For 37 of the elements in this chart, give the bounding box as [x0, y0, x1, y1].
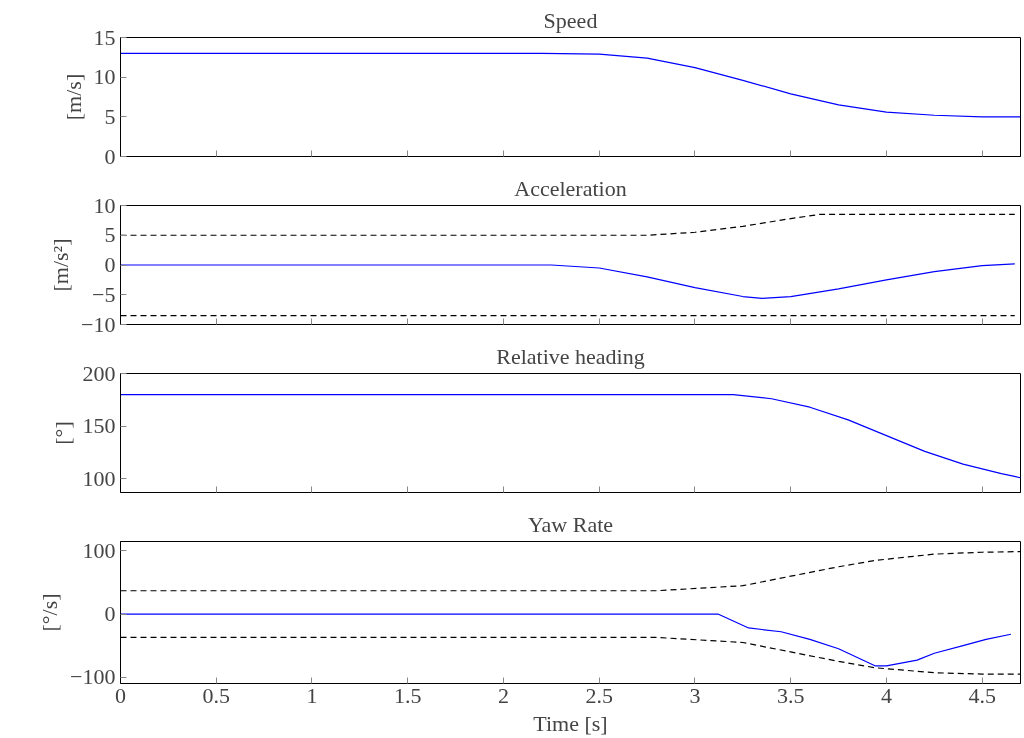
x-tick-label: 2	[497, 682, 509, 708]
y-tick-label: 15	[93, 24, 116, 50]
y-axis-title: [°/s]	[37, 593, 63, 632]
chart-title: Speed	[543, 7, 598, 33]
y-tick-label: −10	[81, 311, 116, 337]
line-series	[120, 263, 1016, 299]
y-tick-label: 0	[104, 601, 116, 627]
y-axis-title: [m/s²]	[48, 238, 74, 292]
chart-title: Relative heading	[496, 343, 645, 369]
y-tick-label: 200	[82, 360, 116, 386]
y-tick-label: 0	[104, 143, 116, 169]
y-tick-label: 100	[82, 465, 116, 491]
y-axis-title: [m/s]	[60, 73, 86, 121]
y-tick-label: 10	[93, 64, 116, 90]
x-tick-label: 3.5	[776, 682, 805, 708]
y-tick-label: −100	[70, 664, 116, 690]
x-tick-label: 4.5	[968, 682, 996, 708]
x-axis-title: Time [s]	[533, 710, 608, 736]
line-series	[120, 613, 1012, 667]
line-series	[120, 393, 1021, 479]
chart-title: Acceleration	[514, 175, 627, 201]
x-tick-label: 2.5	[585, 682, 613, 708]
y-tick-label: 5	[104, 103, 116, 129]
x-tick-label: 4	[880, 682, 892, 708]
y-axis-title: [°]	[49, 421, 75, 445]
x-tick-label: 0.5	[202, 682, 230, 708]
x-tick-label: 1.5	[393, 682, 422, 708]
x-tick-label: 1	[306, 682, 318, 708]
y-tick-label: −5	[92, 281, 116, 307]
x-tick-label: 3	[689, 682, 701, 708]
line-series	[120, 52, 1021, 118]
y-tick-label: 100	[82, 537, 116, 563]
y-tick-label: 0	[104, 252, 116, 277]
chart-title: Yaw Rate	[527, 511, 614, 537]
y-tick-label: 150	[82, 413, 116, 439]
y-tick-label: 5	[104, 222, 116, 248]
y-tick-label: 10	[93, 192, 116, 218]
